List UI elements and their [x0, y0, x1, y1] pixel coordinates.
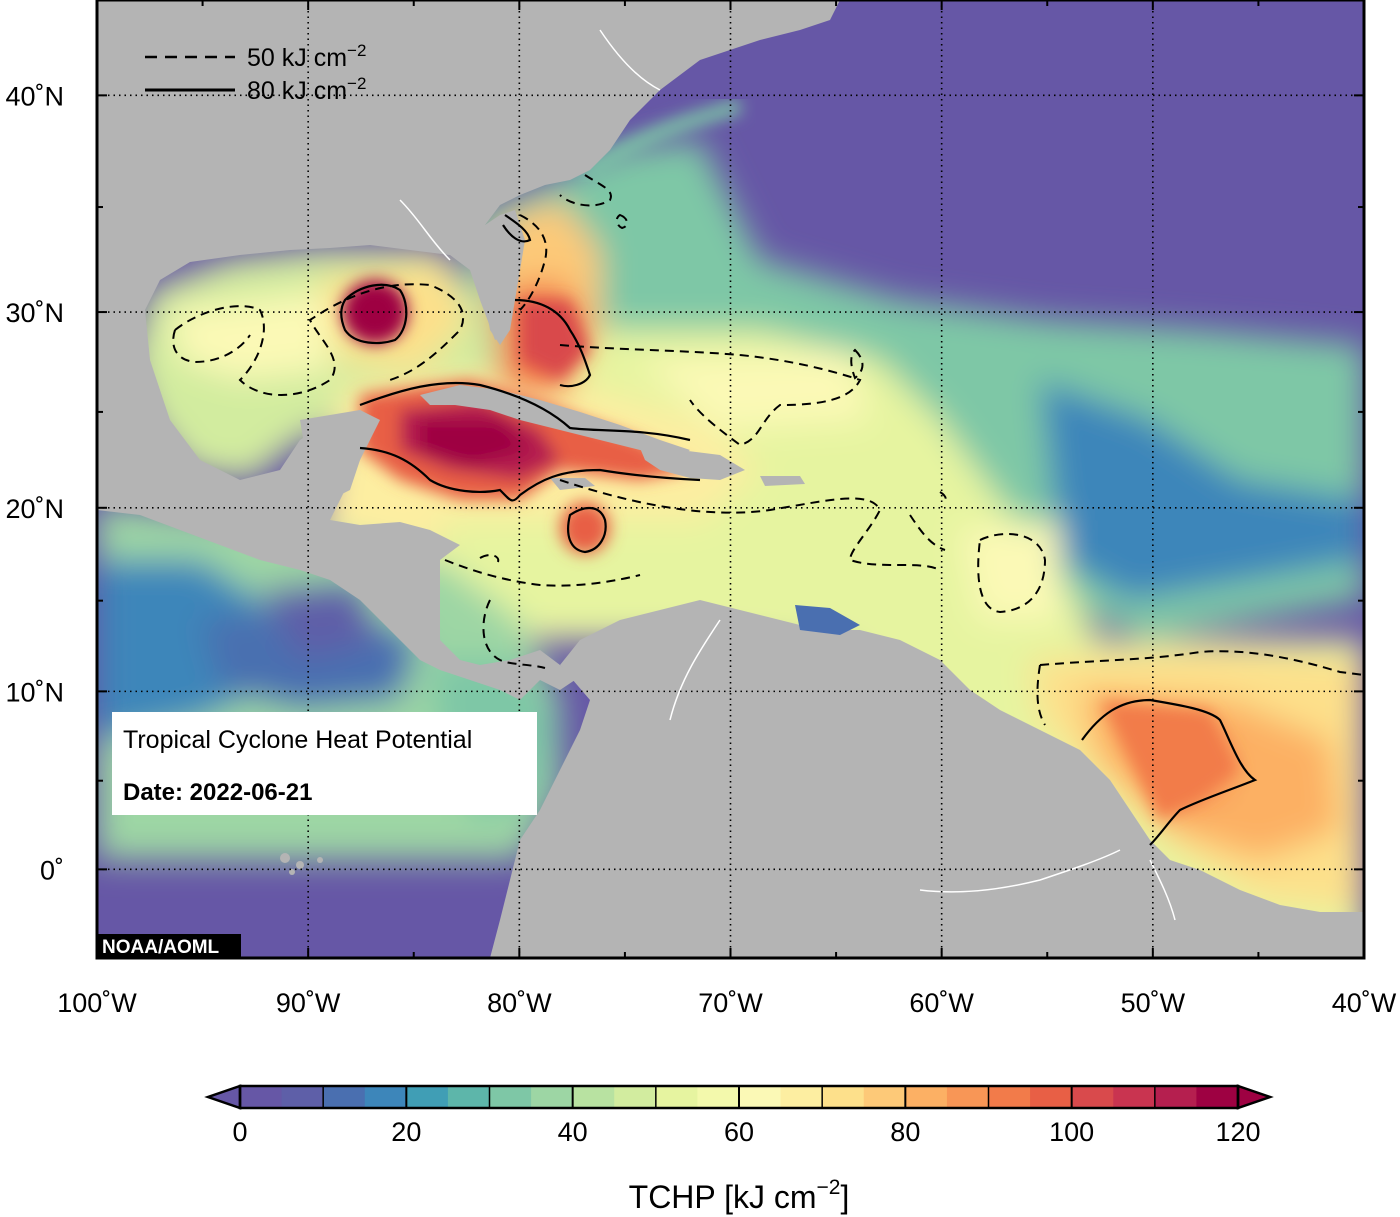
colorbar-under-arrow [204, 1084, 242, 1110]
colorbar-tick-label: 40 [558, 1117, 588, 1147]
colorbar-bin [946, 1086, 989, 1108]
lon-tick-label: 90˚W [276, 988, 341, 1018]
gulf-stream [580, 99, 743, 181]
colorbar-bin [1030, 1086, 1073, 1108]
colorbar-title: TCHP [kJ cm−2] [629, 1176, 850, 1215]
rivers [399, 29, 1176, 921]
colorbar-tick-label: 100 [1049, 1117, 1094, 1147]
colorbar-tick-label: 0 [232, 1117, 247, 1147]
colorbar-bin [447, 1086, 490, 1108]
colorbar-bin [905, 1086, 948, 1108]
lat-tick-label: 0˚ [40, 855, 64, 885]
lon-tick-label: 80˚W [487, 988, 552, 1018]
lake-maracaibo [795, 605, 860, 635]
colorbar-tick-label: 60 [724, 1117, 754, 1147]
legend-solid-label: 80 kJ cm−2 [247, 74, 366, 105]
info-box: Tropical Cyclone Heat Potential Date: 20… [112, 712, 537, 815]
colorbar-tick-label: 80 [890, 1117, 920, 1147]
lon-tick-label: 50˚W [1121, 988, 1186, 1018]
colorbar-bin [822, 1086, 865, 1108]
colorbar-bin [614, 1086, 657, 1108]
colorbar: 0 20 40 60 80 100 120 TCHP [kJ cm−2] [204, 1084, 1274, 1215]
lon-tick-label: 70˚W [698, 988, 763, 1018]
lon-tick-label: 100˚W [57, 988, 137, 1018]
credit-badge: NOAA/AOML [98, 934, 241, 958]
contours-50 [172, 174, 1364, 726]
colorbar-bin [406, 1086, 449, 1108]
lon-tick-label: 40˚W [1332, 988, 1397, 1018]
map-ticks [96, 0, 1365, 959]
colorbar-bin [1071, 1086, 1114, 1108]
colorbar-bin [572, 1086, 615, 1108]
colorbar-bin [863, 1086, 906, 1108]
info-date: Date: 2022-06-21 [123, 779, 312, 806]
colorbar-tick-label: 20 [391, 1117, 421, 1147]
info-title: Tropical Cyclone Heat Potential [123, 726, 472, 754]
legend-dashed-label: 50 kJ cm−2 [247, 41, 366, 72]
map-panel [97, 0, 1364, 958]
colorbar-bin [489, 1086, 532, 1108]
colorbar-over-arrow [1236, 1084, 1274, 1110]
colorbar-bin [988, 1086, 1031, 1108]
colorbar-bin [1113, 1086, 1156, 1108]
colorbar-tick-label: 120 [1215, 1117, 1260, 1147]
lat-tick-label: 10˚N [5, 677, 64, 707]
lat-tick-label: 30˚N [5, 298, 64, 328]
lat-tick-label: 20˚N [5, 494, 64, 524]
axis-tick-labels: 100˚W 90˚W 80˚W 70˚W 60˚W 50˚W 40˚W 40˚N 30˚N 20˚… [5, 81, 1396, 1018]
colorbar-bin [739, 1086, 782, 1108]
colorbar-bin [323, 1086, 366, 1108]
contour-legend: 50 kJ cm−2 80 kJ cm−2 [145, 41, 366, 105]
colorbar-ticks: 0 20 40 60 80 100 120 [232, 1086, 1261, 1147]
land [97, 0, 1364, 958]
colorbar-bin [780, 1086, 823, 1108]
lat-tick-label: 40˚N [5, 81, 64, 111]
colorbar-bin [281, 1086, 324, 1108]
colorbar-bin [364, 1086, 407, 1108]
colorbar-bin [1196, 1086, 1239, 1108]
contours-80 [340, 214, 1258, 846]
colorbar-bin [697, 1086, 740, 1108]
colorbar-bin [655, 1086, 698, 1108]
credit-text: NOAA/AOML [102, 937, 220, 958]
colorbar-bin [240, 1086, 283, 1108]
lon-tick-label: 60˚W [909, 988, 974, 1018]
colorbar-bins [240, 1086, 1239, 1108]
colorbar-bin [531, 1086, 574, 1108]
colorbar-bin [1154, 1086, 1197, 1108]
